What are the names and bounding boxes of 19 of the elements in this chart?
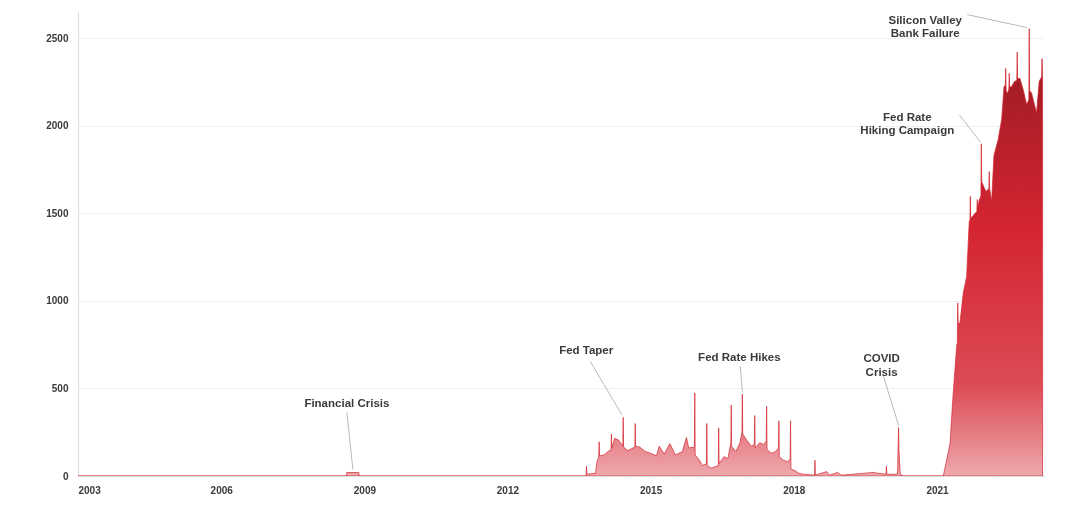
annotation: Financial Crisis xyxy=(304,397,390,410)
x-tick-label: 2006 xyxy=(210,484,234,496)
x-tick-label: 2009 xyxy=(353,484,377,496)
annotation: Fed Taper xyxy=(559,344,614,357)
y-tick-label: 2500 xyxy=(46,32,69,44)
annotation: COVID Crisis xyxy=(863,352,900,378)
y-tick-label: 1000 xyxy=(46,295,69,307)
annotation: Fed Rate Hikes xyxy=(698,351,781,364)
x-tick-label: 2021 xyxy=(926,484,950,496)
y-tick-label: 0 xyxy=(62,470,69,482)
x-tick-label: 2018 xyxy=(783,484,806,496)
y-tick-label: 500 xyxy=(51,382,69,394)
x-tick-label: 2012 xyxy=(496,484,520,496)
x-tick-label: 2015 xyxy=(640,484,663,496)
annotation: Silicon Valley Bank Failure xyxy=(888,13,963,40)
x-tick-label: 2003 xyxy=(78,484,102,496)
y-tick-label: 1500 xyxy=(46,207,69,219)
y-tick-label: 2000 xyxy=(46,120,69,132)
annotation: Fed Rate Hiking Campaign xyxy=(860,110,955,137)
